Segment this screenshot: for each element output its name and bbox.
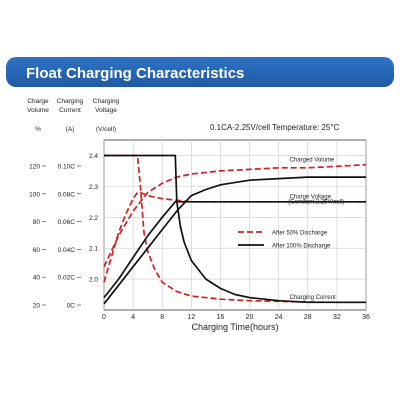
- current-tick-label: 0.10C: [58, 164, 76, 171]
- x-tick-label: 24: [275, 314, 283, 321]
- voltage-tick-label: 2.2: [89, 215, 98, 222]
- legend-label: After 50% Discharge: [272, 231, 328, 237]
- plot-grid: [103, 139, 367, 311]
- series-after-50-discharge-charge-voltage: [103, 191, 366, 283]
- current-tick-label: 0.08C: [58, 191, 76, 198]
- annotation-label: (Constant 2.25V/cell): [288, 199, 344, 205]
- annotation-label: Charging Current: [290, 295, 336, 301]
- volume-tick-label: 20: [33, 303, 41, 310]
- annotation-label: Charge Voltage: [290, 195, 332, 201]
- axis-head-voltage: Charging: [93, 98, 120, 105]
- annotation-label: Charged Volume: [290, 158, 335, 164]
- current-tick-label: 0C: [67, 303, 76, 310]
- voltage-tick-label: 2.1: [89, 246, 98, 253]
- volume-tick-label: 80: [33, 219, 41, 226]
- x-tick-label: 8: [160, 314, 164, 321]
- x-tick-label: 0: [102, 314, 106, 321]
- axis-head-volume: Volume: [27, 107, 49, 114]
- axis-head-volume: %: [35, 126, 41, 133]
- banner-background: [6, 57, 394, 87]
- volume-tick-label: 40: [33, 275, 41, 282]
- legend: After 50% Discharge After 100% Discharge: [238, 231, 331, 250]
- x-tick-label: 12: [187, 314, 195, 321]
- x-tick-label: 20: [246, 314, 254, 321]
- x-tick-label: 4: [131, 314, 135, 321]
- axis-head-voltage: (V/cell): [96, 126, 116, 133]
- x-tick-label: 16: [217, 314, 225, 321]
- curve-annotations: Charged Volume Charge Voltage(Constant 2.…: [288, 158, 344, 302]
- volume-tick-label: 100: [29, 191, 40, 198]
- series-after-50-discharge-charged-volume: [103, 163, 367, 268]
- test-conditions: 0.1CA-2.25V/cell Temperature: 25°C: [210, 123, 340, 132]
- series-after-50-discharge-charging-current: [104, 154, 366, 304]
- current-tick-label: 0.02C: [58, 275, 76, 282]
- current-tick-label: 0.06C: [58, 219, 76, 226]
- x-tick-label: 28: [304, 314, 312, 321]
- voltage-tick-label: 2.4: [89, 153, 98, 160]
- x-tick-label: 32: [333, 314, 341, 321]
- chart-title: Float Charging Characteristics: [26, 65, 244, 82]
- axis-head-current: (A): [66, 126, 75, 133]
- axis-head-volume: Charge: [27, 98, 49, 105]
- x-tick-label: 36: [362, 314, 370, 321]
- axis-head-current: Current: [59, 107, 81, 114]
- legend-label: After 100% Discharge: [272, 244, 331, 250]
- current-tick-label: 0.04C: [58, 247, 76, 254]
- title-banner: Float Charging Characteristics: [6, 57, 394, 87]
- volume-tick-label: 60: [33, 247, 41, 254]
- series-after-100-discharge-charged-volume: [103, 176, 366, 305]
- volume-tick-label: 120: [29, 164, 40, 171]
- axis-headers: Charge Volume% Charging Current (A) Charging V…: [27, 98, 119, 133]
- axis-head-current: Charging: [57, 98, 84, 105]
- axis-ticks: 0 4 8 12 16 20 24 28 32 36 2.4 2.3 2.2 2.1 2.0 120 100 80…: [29, 153, 370, 321]
- voltage-tick-label: 2.0: [89, 277, 98, 284]
- x-axis-label: Charging Time(hours): [191, 322, 278, 332]
- axis-head-voltage: Voltage: [95, 107, 117, 114]
- series-after-100-discharge-charging-current: [104, 154, 366, 304]
- voltage-tick-label: 2.3: [89, 184, 98, 191]
- data-series: [103, 154, 367, 305]
